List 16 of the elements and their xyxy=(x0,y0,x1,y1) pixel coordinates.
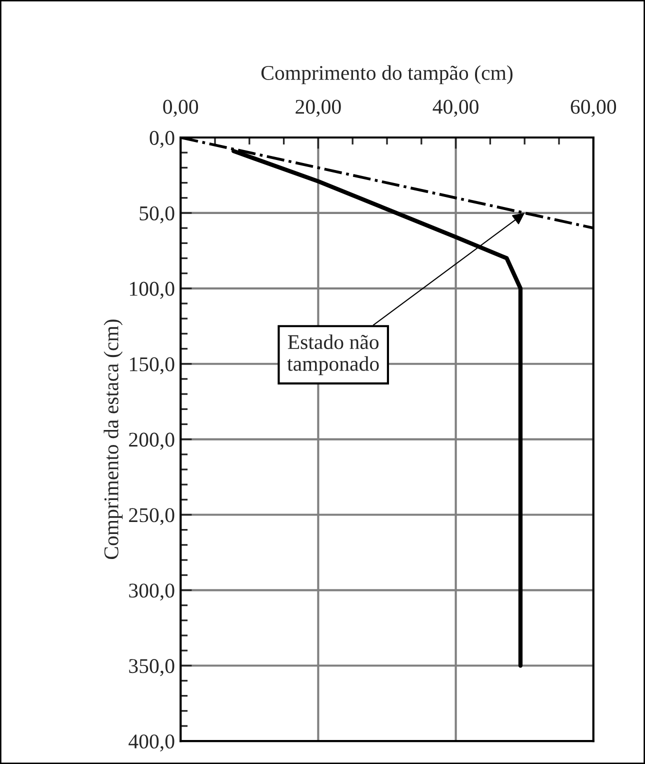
y-axis-title: Comprimento da estaca (cm) xyxy=(104,320,123,560)
y-tick-label: 400,0 xyxy=(128,734,174,752)
y-tick-label: 100,0 xyxy=(130,282,174,299)
y-tick-label: 250,0 xyxy=(129,508,174,526)
x-tick-label: 0,00 xyxy=(163,100,198,117)
x-axis-title: Comprimento do tampão (cm) xyxy=(261,65,513,84)
x-tick-label: 20,00 xyxy=(296,100,341,117)
y-tick-label: 200,0 xyxy=(129,432,174,450)
y-tick-label: 150,0 xyxy=(130,357,174,374)
x-tick-label: 40,00 xyxy=(432,100,478,117)
y-tick-label: 0,0 xyxy=(150,130,174,148)
y-tick-label: 300,0 xyxy=(129,584,174,601)
y-tick-label: 50,0 xyxy=(140,206,174,224)
annotation: Estado não tamponado xyxy=(287,334,379,376)
x-tick-label: 60,00 xyxy=(570,100,616,117)
y-tick-label: 350,0 xyxy=(129,659,174,676)
